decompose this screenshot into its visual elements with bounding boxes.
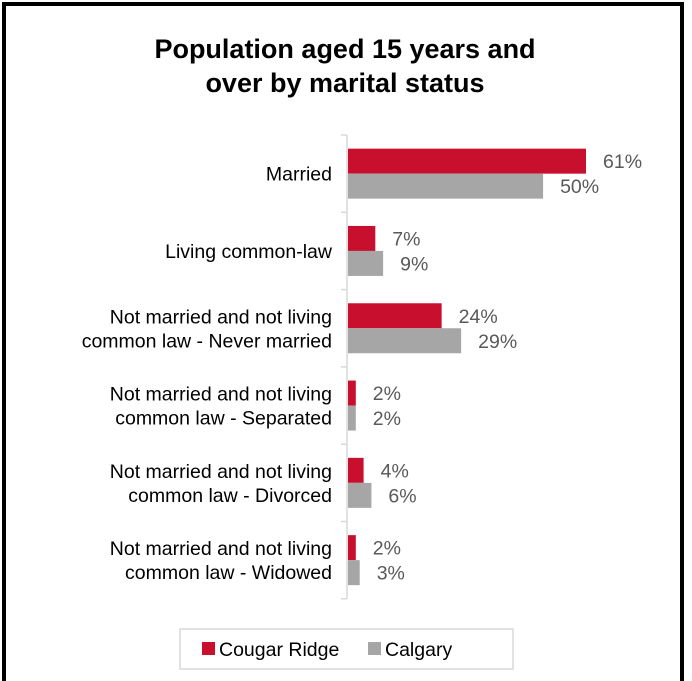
bar-cougar-ridge (348, 535, 356, 561)
bar-cougar-ridge (348, 457, 364, 483)
data-label: 29% (478, 331, 517, 353)
bar-cougar-ridge (348, 148, 586, 174)
category-label: Not married and not living (110, 538, 332, 560)
bar-cougar-ridge (348, 225, 376, 251)
data-label: 9% (400, 253, 428, 275)
data-label: 2% (373, 538, 401, 560)
bar-calgary (348, 250, 384, 276)
bar-cougar-ridge (348, 303, 442, 329)
data-label: 6% (388, 485, 416, 507)
category-label: common law - Widowed (125, 562, 332, 584)
category-label: Not married and not living (110, 384, 332, 406)
data-label: 2% (373, 383, 401, 405)
legend-label: Calgary (385, 639, 452, 661)
chart-title-line-1: Population aged 15 years and (154, 34, 535, 64)
data-label: 2% (373, 408, 401, 430)
bar-cougar-ridge (348, 380, 356, 406)
category-label: Not married and not living (110, 306, 332, 328)
bar-calgary (348, 482, 372, 508)
data-label: 50% (560, 176, 599, 198)
category-label: common law - Divorced (128, 485, 332, 507)
bar-calgary (348, 328, 462, 354)
bar-calgary (348, 173, 544, 199)
category-label: Married (266, 164, 332, 186)
category-label: common law - Separated (115, 408, 332, 430)
legend: Cougar Ridge Calgary (179, 628, 514, 670)
plot-area: Married 61%50% Living common-law 7% 9% Not ma… (82, 134, 642, 600)
bar-calgary (348, 560, 360, 586)
legend-box (179, 628, 514, 670)
category-label: Not married and not living (110, 461, 332, 483)
legend-swatch (368, 642, 381, 655)
data-label: 4% (381, 460, 409, 482)
category-label: Living common-law (165, 241, 333, 263)
chart-title-line-2: over by marital status (205, 68, 484, 98)
data-label: 61% (603, 151, 642, 173)
data-label: 3% (377, 563, 405, 585)
data-label: 7% (392, 228, 420, 250)
category-label: common law - Never married (82, 330, 332, 352)
legend-swatch (202, 642, 215, 655)
bar-calgary (348, 405, 356, 431)
data-label: 24% (459, 306, 498, 328)
legend-label: Cougar Ridge (219, 639, 339, 661)
